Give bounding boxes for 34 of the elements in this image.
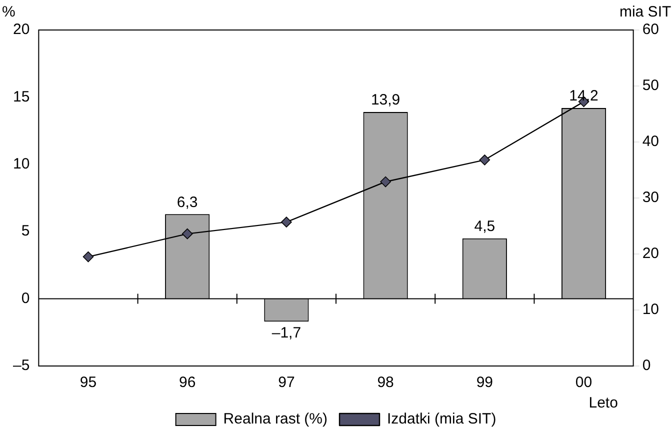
- y-tick-label: 0: [21, 290, 30, 307]
- x-tick-label: 99: [476, 374, 493, 392]
- y2-tick-label: 20: [642, 245, 660, 262]
- legend-label: Realna rast (%): [223, 410, 328, 428]
- x-axis-title: Leto: [588, 394, 618, 412]
- data-label: 6,3: [176, 194, 198, 211]
- point: [380, 176, 391, 188]
- y-tick-label: –5: [12, 357, 30, 374]
- data-label: 13,9: [370, 92, 400, 109]
- x-tick-label: 97: [278, 374, 295, 392]
- point: [281, 216, 292, 228]
- y-tick-label: 15: [12, 88, 30, 106]
- data-label: 14,2: [569, 88, 598, 105]
- y2-tick-label: 30: [642, 189, 660, 206]
- y-tick-label: 20: [12, 21, 30, 38]
- point: [479, 154, 490, 166]
- legend-label: Izdatki (mia SIT): [387, 410, 496, 428]
- y2-tick-label: 50: [642, 77, 660, 94]
- x-tick-label: 96: [179, 374, 196, 392]
- x-tick-label: 00: [575, 374, 592, 392]
- y-axis-title: %: [2, 4, 16, 21]
- point: [182, 228, 193, 240]
- y2-tick-label: 0: [642, 357, 651, 374]
- data-label: –1,7: [272, 324, 302, 342]
- point: [82, 251, 94, 262]
- y2-tick-label: 40: [642, 133, 660, 150]
- y2-tick-label: 10: [642, 301, 660, 318]
- data-label: 4,5: [474, 218, 496, 235]
- y2-tick-label: 60: [642, 21, 660, 38]
- y-tick-label: 10: [12, 156, 30, 173]
- y2-axis-title: mia SIT: [619, 4, 672, 21]
- y-tick-label: 5: [21, 222, 30, 240]
- x-tick-label: 98: [377, 374, 394, 392]
- x-tick-label: 95: [80, 374, 97, 392]
